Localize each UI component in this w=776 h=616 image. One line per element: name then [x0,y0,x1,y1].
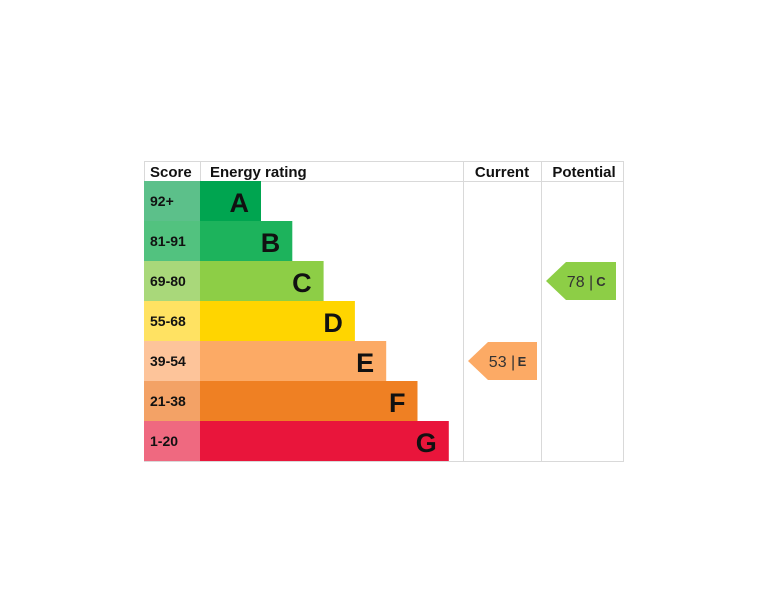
score-range-g: 1-20 [150,433,178,449]
rating-bands: 92+ A 81-91 B 69-80 C 55-68 D 39-54 E 21-38 F 1-20 G [144,181,449,461]
score-range-c: 69-80 [150,273,186,289]
rating-bar-g [200,421,449,461]
rating-bar-d [200,301,355,341]
rating-bar-b [200,221,293,261]
rating-bar-f [200,381,418,421]
current-rating-letter: E [518,354,527,369]
rating-bar-a [200,181,261,221]
score-range-a: 92+ [150,193,174,209]
header-energy-rating: Energy rating [210,164,307,181]
score-range-f: 21-38 [150,393,186,409]
header-score: Score [150,164,192,181]
score-cell-d [144,301,200,341]
rating-letter-g: G [416,428,437,458]
header-potential: Potential [552,164,615,181]
rating-markers: 53 | E 78 | C [468,262,616,380]
rating-bar-c [200,261,324,301]
rating-bar-e [200,341,387,381]
potential-rating-arrow [546,262,616,300]
score-cell-e [144,341,200,381]
rating-letter-f: F [389,388,406,418]
header-current: Current [475,164,529,181]
rating-letter-d: D [323,308,343,338]
potential-rating-score: 78 | [567,274,593,291]
score-range-d: 55-68 [150,313,186,329]
current-rating-arrow [468,342,537,380]
score-cell-b [144,221,200,261]
score-range-e: 39-54 [150,353,186,369]
potential-rating-letter: C [596,274,606,289]
rating-letter-c: C [292,268,312,298]
rating-letter-e: E [356,348,374,378]
rating-letter-a: A [230,188,250,218]
score-cell-a [144,181,200,221]
score-cell-g [144,421,200,461]
score-cell-f [144,381,200,421]
rating-letter-b: B [261,228,281,258]
current-rating-score: 53 | [489,354,515,371]
score-range-b: 81-91 [150,233,186,249]
score-cell-c [144,261,200,301]
